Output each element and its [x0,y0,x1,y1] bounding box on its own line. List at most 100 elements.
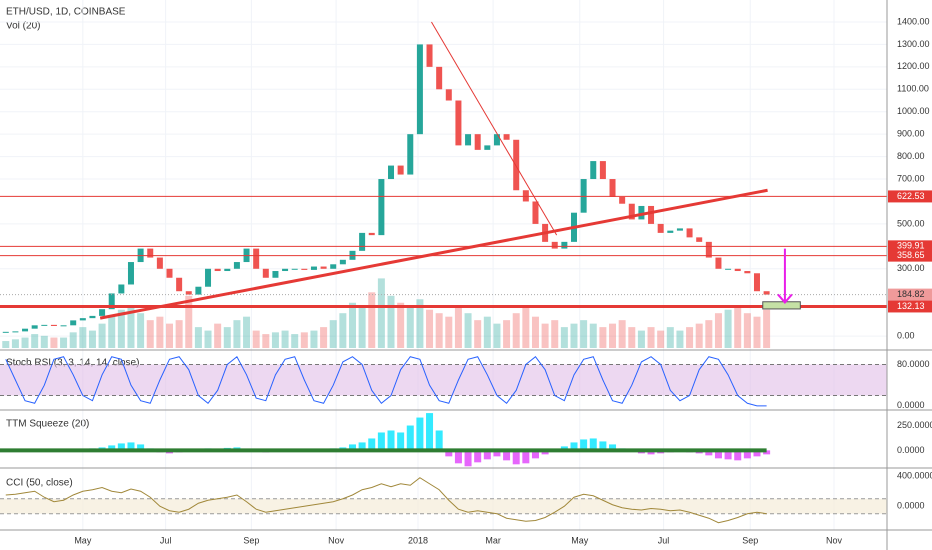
y-tick-label: 1100.00 [897,84,929,94]
volume-bar [531,316,539,348]
ttm-bar [464,450,472,467]
candle [368,232,375,236]
ttm-bar [743,450,751,459]
y-tick-label: 0.0000 [897,400,925,410]
x-tick-label: Sep [742,535,758,545]
ttm-bar [493,450,501,457]
volume-bar [493,323,501,348]
candle [176,277,183,292]
volume-bar [743,313,751,348]
y-tick-label: 300.00 [897,263,925,273]
candle [291,268,298,270]
candle [686,228,693,238]
volume-bar [589,323,597,348]
target-zone [762,301,801,310]
candle [12,331,19,333]
volume-bar [233,320,241,348]
volume-bar [223,327,231,348]
volume-bar [320,327,328,348]
trendline [431,21,558,236]
volume-bar [300,332,308,348]
ttm-bar [599,441,607,451]
volume-bar [416,299,424,348]
volume-bar [570,323,578,348]
candle [31,325,38,329]
volume-bar [580,320,588,348]
candle [330,264,337,269]
y-tick-label: 400.0000 [897,471,932,481]
candle [676,228,683,231]
last-price-label: 184.82 [897,289,925,299]
candle [282,268,289,272]
level-label: 358.65 [897,250,925,260]
chart-title: ETH/USD, 1D, COINBASE [6,7,126,18]
candle [359,232,366,251]
candle [195,286,202,295]
y-tick-label: 0.0000 [897,445,925,455]
volume-bar [647,327,655,348]
level-label: 132.13 [897,301,925,311]
candle [503,134,510,140]
y-tick-label: 900.00 [897,129,925,139]
cci-title: CCI (50, close) [6,478,73,489]
candle [2,331,9,333]
ttm-bar [503,450,511,461]
volume-bar [339,313,347,348]
volume-bar [445,316,453,348]
volume-bar [185,295,193,348]
volume-bar [50,337,58,348]
volume-bar [406,306,414,348]
candle [667,230,674,233]
candle [455,100,462,146]
volume-bar [204,330,212,348]
candle [99,309,106,316]
candle [185,291,192,295]
ttm-bar [724,450,732,460]
volume-bar [252,330,260,348]
ttm-bar [377,432,385,451]
candle [619,196,626,204]
level-label-box [888,300,932,313]
x-tick-label: Jul [160,535,172,545]
volume-bar [21,337,29,348]
cci-line [5,477,767,524]
volume-bar [60,337,68,348]
level-label-box [888,249,932,262]
candle [436,66,443,90]
candle [474,134,481,150]
volume-bar [551,320,559,348]
volume-bar [753,316,761,348]
volume-bar [454,306,462,348]
volume-bar [31,334,39,348]
last-price-box [888,288,932,301]
level-label: 622.53 [897,191,925,201]
ttm-bar [483,450,491,460]
candle [753,273,760,292]
candle [253,248,260,269]
candle [272,271,279,278]
stoch-line [5,355,767,407]
candle [599,161,606,180]
volume-bar [714,313,722,348]
volume-bar [175,320,183,348]
y-tick-label: 80.0000 [897,359,930,369]
level-label-box [888,190,932,203]
x-tick-label: Mar [485,535,501,545]
volume-bar [137,313,145,348]
volume-bar [435,313,443,348]
ttm-bar [416,417,424,451]
ttm-bar [426,413,434,451]
candle [715,257,722,269]
ttm-bar [522,450,530,464]
x-tick-label: 2018 [408,535,428,545]
volume-bar [166,323,174,348]
volume-bar [705,320,713,348]
volume-bar [522,306,530,348]
candle [70,320,77,326]
y-tick-label: 1000.00 [897,106,930,116]
volume-bar [310,330,318,348]
ttm-bar [570,442,578,451]
candle [493,134,500,146]
candle [522,190,529,202]
volume-bar [541,323,549,348]
